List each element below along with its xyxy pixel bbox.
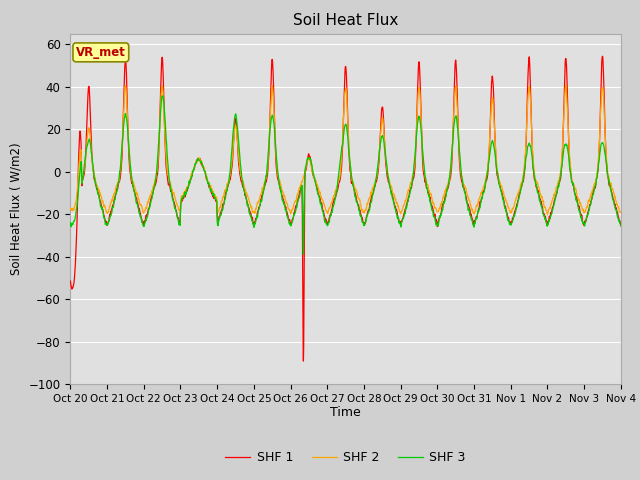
SHF 3 (362, 217, 370, 223)
SHF 1 (617, 223, 625, 228)
SHF 1 (362, 219, 369, 225)
SHF 2 (374, 170, 381, 176)
Legend: SHF 1, SHF 2, SHF 3: SHF 1, SHF 2, SHF 3 (220, 446, 471, 469)
SHF 3 (584, 212, 592, 218)
SHF 1 (67, 278, 74, 284)
SHF 1 (506, 219, 513, 225)
SHF 2 (506, 207, 513, 213)
SHF 3 (220, 200, 228, 206)
Line: SHF 3: SHF 3 (70, 96, 621, 254)
SHF 2 (362, 207, 369, 213)
SHF 1 (220, 202, 228, 207)
SHF 3 (67, 220, 74, 226)
SHF 2 (617, 210, 625, 216)
SHF 3 (374, 163, 381, 168)
SHF 2 (67, 205, 74, 211)
SHF 1 (374, 172, 381, 178)
SHF 1 (300, 358, 307, 364)
SHF 2 (584, 200, 592, 205)
SHF 2 (543, 212, 551, 217)
SHF 3 (159, 93, 166, 99)
SHF 1 (598, 53, 606, 59)
SHF 1 (568, 179, 576, 184)
Title: Soil Heat Flux: Soil Heat Flux (293, 13, 398, 28)
SHF 1 (584, 210, 591, 216)
SHF 3 (300, 252, 307, 257)
SHF 3 (506, 222, 514, 228)
Text: VR_met: VR_met (76, 46, 126, 59)
SHF 2 (562, 82, 570, 88)
SHF 2 (220, 192, 228, 198)
SHF 3 (617, 223, 625, 228)
X-axis label: Time: Time (330, 407, 361, 420)
SHF 3 (569, 180, 577, 186)
Line: SHF 2: SHF 2 (70, 85, 621, 215)
SHF 2 (569, 180, 577, 185)
Y-axis label: Soil Heat Flux ( W/m2): Soil Heat Flux ( W/m2) (10, 143, 23, 275)
Line: SHF 1: SHF 1 (70, 56, 621, 361)
